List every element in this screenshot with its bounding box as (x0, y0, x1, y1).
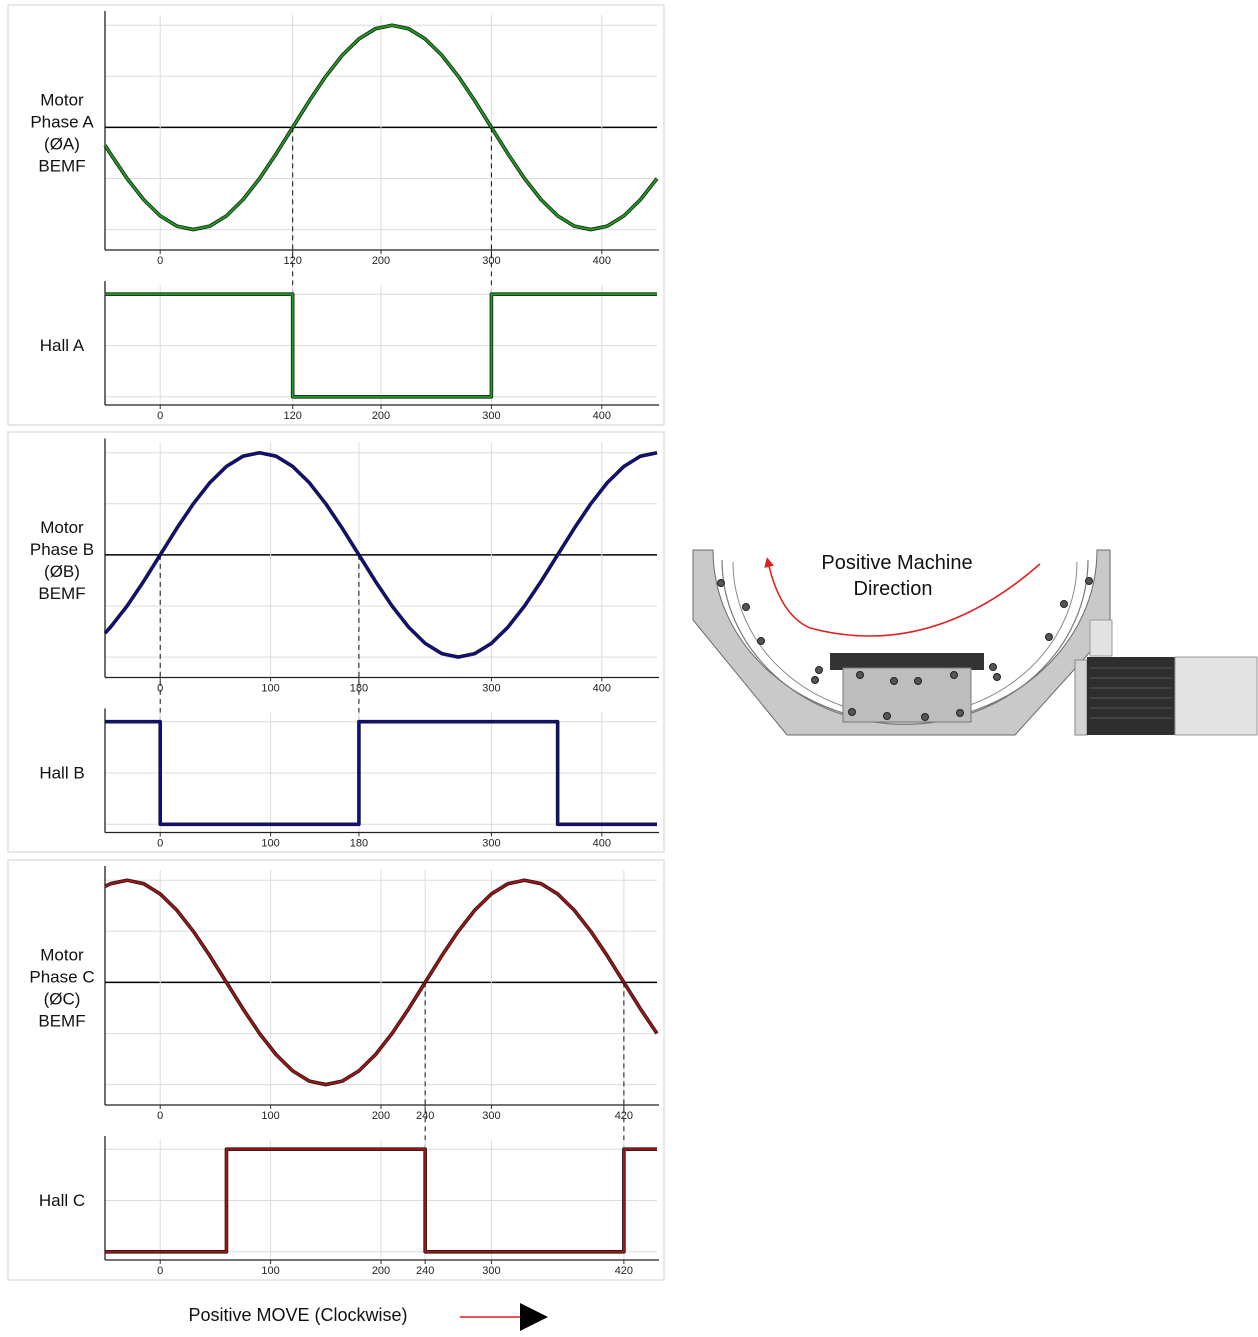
x-tick-label: 300 (482, 683, 500, 695)
x-tick-label: 400 (593, 683, 611, 695)
x-tick-label: 300 (482, 838, 500, 850)
y-axis-label: Motor (40, 946, 84, 965)
x-tick-label: 200 (372, 1265, 390, 1277)
motor-body (1087, 657, 1175, 735)
y-axis-label: Motor (40, 518, 84, 537)
panel-frame (8, 860, 664, 1280)
x-tick-label: 400 (593, 255, 611, 267)
carriage-top (830, 653, 984, 670)
x-tick-label: 100 (261, 1265, 279, 1277)
y-axis-label: Hall A (40, 336, 85, 355)
y-axis-label: BEMF (38, 157, 85, 176)
x-tick-label: 300 (482, 410, 500, 422)
x-tick-label: 300 (482, 1265, 500, 1277)
x-tick-label: 420 (615, 1265, 633, 1277)
panel-frame (8, 5, 664, 425)
x-tick-label: 200 (372, 1110, 390, 1122)
x-tick-label: 120 (284, 410, 302, 422)
motor-encoder (1175, 657, 1257, 735)
x-tick-label: 200 (372, 255, 390, 267)
y-axis-label: (ØA) (44, 135, 80, 154)
x-tick-label: 0 (157, 255, 163, 267)
y-axis-label: Hall C (39, 1191, 85, 1210)
y-axis-label: Phase B (30, 540, 94, 559)
panel-frame (8, 432, 664, 852)
panel-frames (8, 5, 664, 1280)
y-axis-label: BEMF (38, 584, 85, 603)
x-tick-label: 100 (261, 683, 279, 695)
y-axis-label: Phase C (29, 968, 94, 987)
x-tick-label: 0 (157, 410, 163, 422)
x-tick-label: 200 (372, 410, 390, 422)
y-axis-label: Motor (40, 91, 84, 110)
x-tick-label: 240 (416, 1265, 434, 1277)
figure: 0120200300400MotorPhase A(ØA)BEMF0120200… (0, 0, 1258, 1332)
machine-illustration: Positive Machine Direction (693, 550, 1257, 735)
move-label: Positive MOVE (Clockwise) (188, 1305, 407, 1325)
motor-flange (1075, 660, 1087, 735)
x-tick-label: 100 (261, 838, 279, 850)
direction-label: Positive Machine (821, 552, 972, 574)
x-tick-label: 0 (157, 1265, 163, 1277)
x-tick-label: 400 (593, 838, 611, 850)
page: {"chart_data": [ {"type": "line", "ylabe… (0, 0, 1258, 1332)
x-tick-label: 0 (157, 838, 163, 850)
y-axis-label: (ØB) (44, 562, 80, 581)
y-axis-label: BEMF (38, 1012, 85, 1031)
x-tick-label: 180 (350, 838, 368, 850)
direction-label: Direction (854, 578, 933, 600)
y-axis-label: Hall B (39, 764, 84, 783)
x-tick-label: 300 (482, 1110, 500, 1122)
y-axis-label: Phase A (30, 113, 94, 132)
x-tick-label: 100 (261, 1110, 279, 1122)
bracket (1090, 620, 1112, 656)
move-arrow-head (520, 1303, 548, 1331)
x-tick-label: 0 (157, 1110, 163, 1122)
x-tick-label: 400 (593, 410, 611, 422)
y-axis-label: (ØC) (44, 990, 81, 1009)
